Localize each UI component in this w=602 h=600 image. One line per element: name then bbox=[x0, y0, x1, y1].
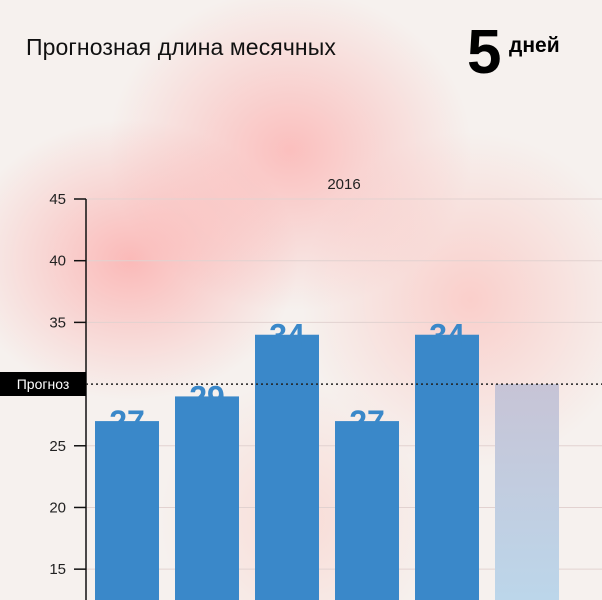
bar-value-label-3: 34 bbox=[269, 318, 305, 354]
bar-value-label-5: 34 bbox=[429, 318, 465, 354]
bar-2 bbox=[175, 396, 239, 600]
bar-labels: 27 29 34 27 34 bbox=[109, 318, 465, 440]
forecast-days-value: 5 bbox=[467, 18, 502, 87]
y-tick-label-35: 35 bbox=[49, 314, 66, 331]
bar-3 bbox=[255, 334, 319, 600]
y-tick-label-15: 15 bbox=[49, 561, 66, 578]
bars bbox=[95, 334, 559, 600]
y-tick-label-45: 45 bbox=[49, 191, 66, 208]
bar-5 bbox=[415, 334, 479, 600]
bar-value-label-1: 27 bbox=[109, 404, 145, 440]
bar-value-label-2: 29 bbox=[189, 379, 225, 415]
forecast-days-unit: дней bbox=[509, 34, 560, 57]
y-axis: 15 20 25 35 40 45 bbox=[49, 191, 87, 600]
bar-4 bbox=[335, 421, 399, 600]
chart-year-title: 2016 bbox=[327, 176, 361, 193]
bar-value-label-4: 27 bbox=[349, 404, 385, 440]
y-tick-label-25: 25 bbox=[49, 438, 66, 455]
y-tick-label-40: 40 bbox=[49, 253, 66, 270]
forecast-line-label: Прогноз bbox=[0, 372, 86, 396]
y-tick-label-20: 20 bbox=[49, 499, 66, 516]
chart-header-title: Прогнозная длина месячных bbox=[26, 34, 336, 60]
bar-1 bbox=[95, 421, 159, 600]
forecast-bar bbox=[495, 384, 559, 600]
